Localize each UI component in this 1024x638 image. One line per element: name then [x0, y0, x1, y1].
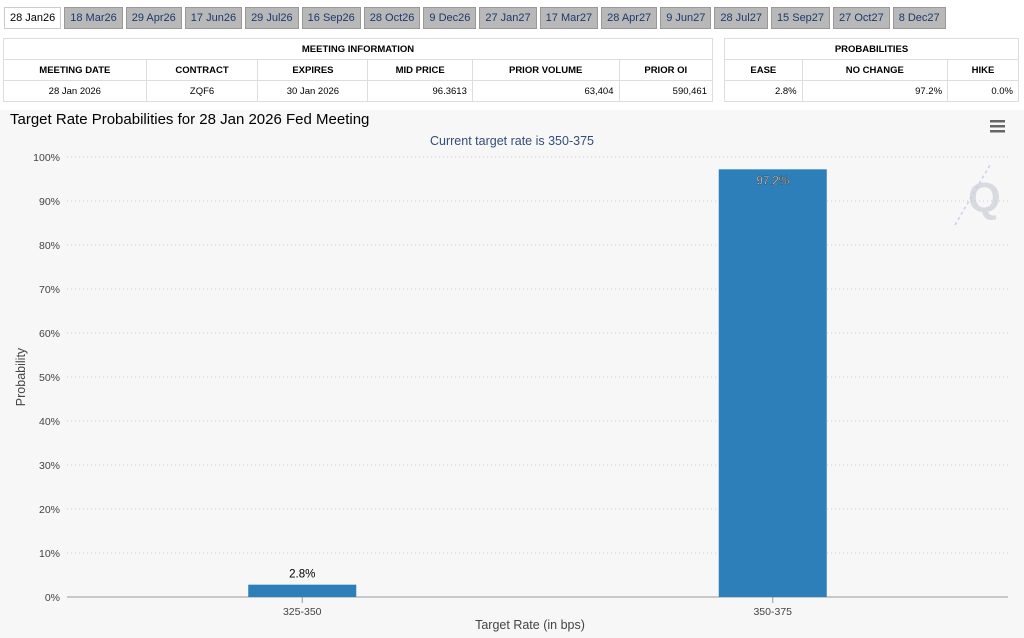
- tab[interactable]: 28 Apr27: [601, 7, 658, 29]
- column-header: MID PRICE: [367, 59, 473, 81]
- chart: Q Target Rate Probabilities for 28 Jan 2…: [0, 110, 1024, 638]
- y-tick-label: 40%: [39, 416, 60, 428]
- y-tick-label: 20%: [39, 504, 60, 516]
- menu-button[interactable]: [990, 120, 1005, 133]
- cell: 96.3613: [367, 80, 473, 102]
- title-row: PROBABILITIES: [724, 38, 1019, 60]
- watermark: Q: [954, 164, 1001, 226]
- tab[interactable]: 27 Jan27: [479, 7, 537, 29]
- cell: 28 Jan 2026: [3, 80, 147, 102]
- tab[interactable]: 18 Mar26: [64, 7, 123, 29]
- column-header: PRIOR OI: [618, 59, 713, 81]
- y-tick-label: 60%: [39, 328, 60, 340]
- bar: [718, 169, 827, 597]
- tab[interactable]: 29 Apr26: [125, 7, 182, 29]
- y-tick-label: 10%: [39, 548, 60, 560]
- y-tick-label: 100%: [33, 152, 60, 164]
- tab-bar: 28 Jan26 18 Mar26 29 Apr26 17 Jun26 29 Jul26…: [4, 7, 946, 29]
- table-title: MEETING INFORMATION: [3, 38, 713, 60]
- column-header: HIKE: [947, 59, 1019, 81]
- cell: ZQF6: [145, 80, 259, 102]
- data-row: 28 Jan 2026 ZQF6 30 Jan 2026 96.3613 63,404 5…: [3, 80, 713, 102]
- cell: 590,461: [618, 80, 713, 102]
- column-header: EASE: [724, 59, 803, 81]
- y-tick-label: 50%: [39, 372, 60, 384]
- tab[interactable]: 9 Dec26: [423, 7, 477, 29]
- header-row: EASE NO CHANGE HIKE: [724, 59, 1019, 81]
- tab[interactable]: 17 Mar27: [539, 7, 599, 29]
- tab[interactable]: 28 Oct26: [363, 7, 421, 29]
- chart-title: Target Rate Probabilities for 28 Jan 202…: [10, 111, 369, 128]
- y-axis-title: Probability: [14, 347, 28, 406]
- chart-background: [0, 110, 1024, 638]
- tab[interactable]: 27 Oct27: [833, 7, 890, 29]
- cell: 63,404: [471, 80, 620, 102]
- data-label: 97.2%: [756, 175, 789, 187]
- column-header: CONTRACT: [145, 59, 259, 81]
- x-tick-label: 350-375: [753, 606, 792, 618]
- cell: 97.2%: [801, 80, 949, 102]
- y-tick-label: 70%: [39, 284, 60, 296]
- bar: [248, 584, 357, 597]
- chart-subtitle: Current target rate is 350-375: [430, 134, 594, 148]
- tab[interactable]: 17 Jun26: [184, 7, 243, 29]
- column-header: PRIOR VOLUME: [471, 59, 620, 81]
- y-tick-label: 80%: [39, 240, 60, 252]
- tab[interactable]: 29 Jul26: [245, 7, 299, 29]
- tab[interactable]: 16 Sep26: [301, 7, 361, 29]
- tab[interactable]: 8 Dec27: [892, 7, 946, 29]
- cell: 30 Jan 2026: [257, 80, 369, 102]
- data-row: 2.8% 97.2% 0.0%: [724, 80, 1019, 102]
- svg-text:Q: Q: [968, 174, 1001, 221]
- x-axis-title: Target Rate (in bps): [475, 618, 585, 632]
- tab[interactable]: 28 Jul27: [714, 7, 768, 29]
- cell: 0.0%: [947, 80, 1019, 102]
- y-tick-label: 0%: [45, 592, 60, 604]
- meeting-table: MEETING INFORMATION MEETING DATE CONTRACT E…: [3, 38, 713, 102]
- cell: 2.8%: [724, 80, 803, 102]
- y-tick-label: 90%: [39, 196, 60, 208]
- header-row: MEETING DATE CONTRACT EXPIRES MID PRICE PRIO…: [3, 59, 713, 81]
- tab[interactable]: 9 Jun27: [660, 7, 712, 29]
- probability-table: PROBABILITIES EASE NO CHANGE HIKE 2.8% 97.2% 0…: [724, 38, 1019, 102]
- column-header: MEETING DATE: [3, 59, 147, 81]
- column-header: NO CHANGE: [801, 59, 949, 81]
- column-header: EXPIRES: [257, 59, 369, 81]
- title-row: MEETING INFORMATION: [3, 38, 713, 60]
- y-tick-label: 30%: [39, 460, 60, 472]
- tab[interactable]: 28 Jan26: [4, 7, 62, 29]
- tab[interactable]: 15 Sep27: [770, 7, 831, 29]
- table-title: PROBABILITIES: [724, 38, 1019, 60]
- data-label: 2.8%: [289, 569, 315, 581]
- x-tick-label: 325-350: [283, 606, 322, 618]
